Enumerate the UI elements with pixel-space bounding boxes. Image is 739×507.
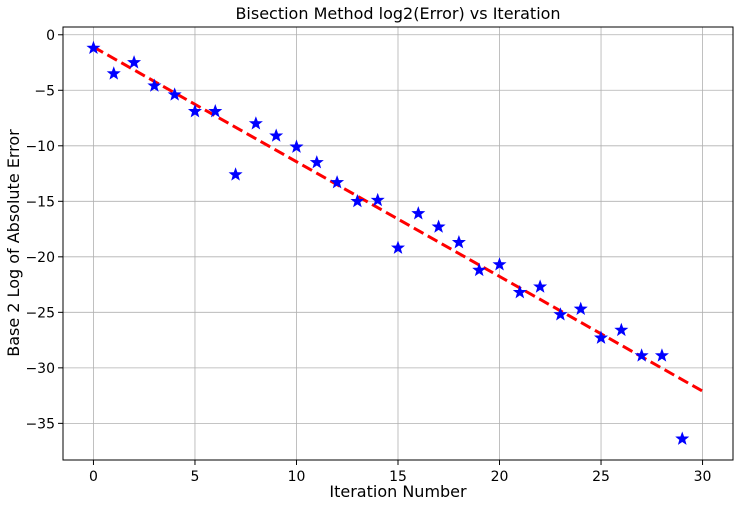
y-tick-label: −5: [34, 83, 55, 99]
x-tick-label: 20: [491, 469, 509, 485]
data-point-star: [370, 192, 385, 207]
y-axis-label: Base 2 Log of Absolute Error: [4, 129, 23, 357]
data-point-star: [594, 330, 609, 344]
data-point-star: [350, 193, 365, 208]
data-point-star: [451, 235, 466, 249]
data-points-layer: [86, 40, 690, 445]
y-tick-label: −15: [25, 194, 55, 210]
x-tick-label: 25: [592, 469, 610, 485]
data-point-star: [472, 262, 487, 277]
data-point-star: [86, 40, 101, 55]
data-point-star: [187, 104, 202, 118]
data-point-star: [675, 431, 690, 445]
data-point-star: [390, 240, 406, 254]
data-point-star: [127, 55, 142, 69]
x-tick-label: 15: [389, 469, 407, 485]
data-point-star: [147, 78, 162, 92]
data-point-star: [553, 307, 568, 321]
x-tick-label: 0: [89, 469, 98, 485]
y-tick-label: −35: [25, 416, 55, 432]
data-point-star: [512, 284, 527, 299]
x-axis-label: Iteration Number: [329, 482, 467, 501]
axis-ticks: 0 5 10 15 20 25 30 0 −5 −10 −15 −20 −25 −30 −35: [25, 28, 711, 485]
data-point-star: [228, 167, 243, 181]
y-tick-label: −10: [25, 139, 55, 155]
gridlines: [63, 27, 733, 460]
data-point-star: [573, 301, 588, 315]
x-tick-label: 10: [288, 469, 306, 485]
y-tick-label: 0: [46, 28, 55, 44]
data-point-star: [269, 128, 284, 142]
data-point-star: [309, 155, 324, 169]
data-point-star: [330, 175, 345, 189]
x-tick-label: 30: [694, 469, 712, 485]
data-point-star: [654, 348, 669, 362]
data-point-star: [533, 279, 548, 293]
data-point-star: [248, 116, 263, 130]
x-tick-label: 5: [191, 469, 200, 485]
data-point-star: [431, 219, 446, 233]
data-point-star: [167, 87, 182, 101]
data-point-star: [634, 348, 649, 362]
y-tick-label: −30: [25, 361, 55, 377]
data-point-star: [208, 104, 223, 118]
data-point-star: [289, 139, 304, 153]
data-point-star: [411, 206, 426, 220]
data-point-star: [106, 66, 121, 80]
data-point-star: [614, 322, 629, 337]
y-tick-label: −20: [25, 250, 55, 266]
chart-title: Bisection Method log2(Error) vs Iteratio…: [235, 4, 560, 23]
y-tick-label: −25: [25, 305, 55, 321]
data-point-star: [492, 257, 507, 271]
